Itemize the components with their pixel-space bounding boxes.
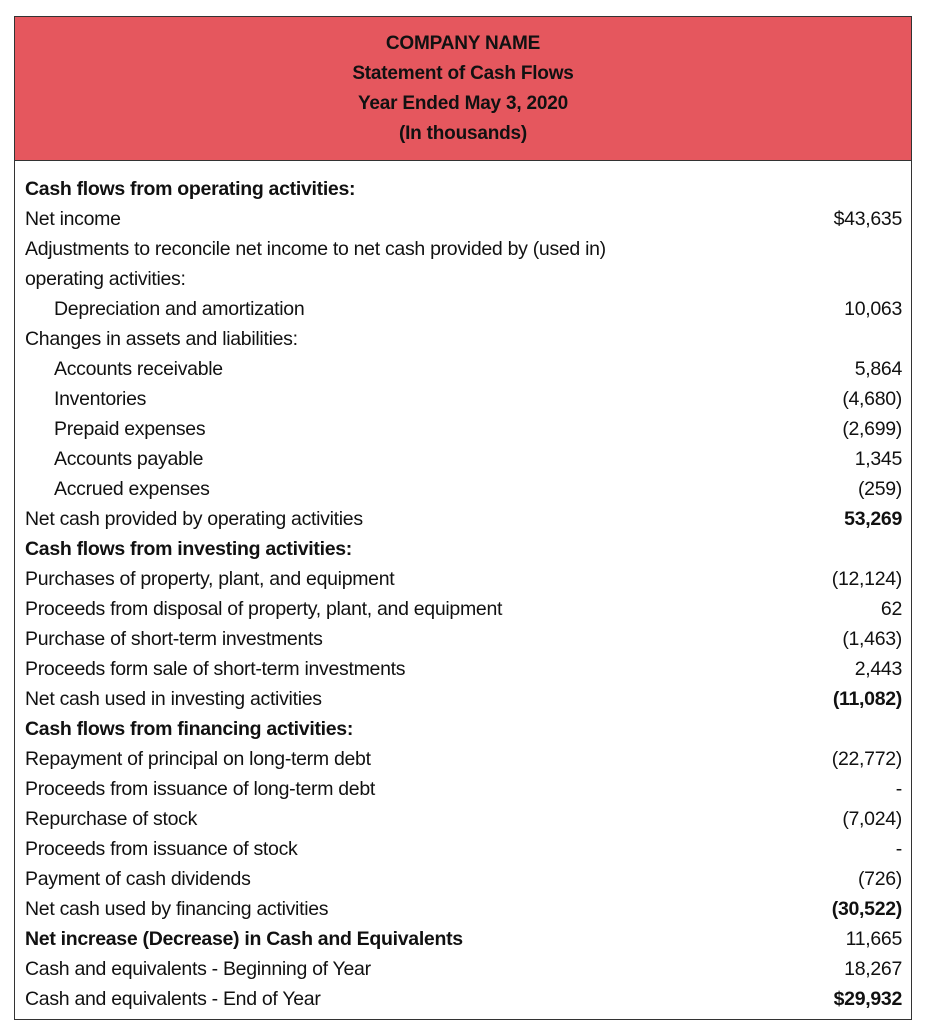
row-label: Repurchase of stock [25, 807, 198, 830]
row-label: Payment of cash dividends [25, 867, 251, 890]
statement-row: Cash flows from investing activities: [15, 534, 911, 564]
row-label: Proceeds from issuance of stock [25, 837, 298, 860]
row-label: Inventories [54, 387, 147, 410]
statement-row: Proceeds from issuance of stock - [15, 834, 911, 864]
row-value: $43,635 [833, 207, 903, 230]
row-label: Changes in assets and liabilities: [25, 327, 298, 350]
statement-row: Net cash provided by operating activitie… [15, 504, 911, 534]
cash-flow-statement: COMPANY NAME Statement of Cash Flows Yea… [14, 16, 912, 1020]
statement-row: operating activities: [15, 264, 911, 294]
statement-row: Accounts payable 1,345 [15, 444, 911, 474]
row-value: 10,063 [844, 297, 902, 320]
row-value: 2,443 [854, 657, 903, 680]
row-value: $29,932 [833, 987, 903, 1010]
statement-row: Changes in assets and liabilities: [15, 324, 911, 354]
statement-row: Inventories (4,680) [15, 384, 911, 414]
row-value: (30,522) [831, 897, 903, 920]
row-value: 11,665 [845, 927, 903, 950]
statement-row: Cash flows from operating activities: [15, 174, 911, 204]
statement-header: COMPANY NAME Statement of Cash Flows Yea… [15, 17, 911, 161]
row-value: (22,772) [831, 747, 903, 770]
row-label: Cash and equivalents - End of Year [25, 987, 321, 1010]
statement-row: Cash flows from financing activities: [15, 714, 911, 744]
row-label: Cash flows from financing activities: [25, 717, 354, 740]
statement-row: Net income $43,635 [15, 204, 911, 234]
row-value: (2,699) [842, 417, 902, 440]
statement-row: Adjustments to reconcile net income to n… [15, 234, 911, 264]
row-label: Net cash used by financing activities [25, 897, 329, 920]
row-label: Accrued expenses [54, 477, 210, 500]
row-value: - [895, 837, 903, 860]
row-label: Purchases of property, plant, and equipm… [25, 567, 395, 590]
row-label: Depreciation and amortization [54, 297, 305, 320]
row-label: Net increase (Decrease) in Cash and Equi… [25, 927, 463, 950]
statement-units: (In thousands) [398, 122, 528, 144]
row-label: Proceeds form sale of short-term investm… [25, 657, 406, 680]
row-label: Net cash provided by operating activitie… [25, 507, 363, 530]
statement-period: Year Ended May 3, 2020 [358, 92, 568, 114]
row-label: Net income [25, 207, 121, 230]
statement-row: Net cash used by financing activities (30… [15, 894, 911, 924]
row-value: (7,024) [842, 807, 902, 830]
statement-row: Cash and equivalents - Beginning of Year… [15, 954, 911, 984]
row-value: (726) [857, 867, 902, 890]
row-value: - [895, 777, 903, 800]
row-label: Accounts payable [54, 447, 204, 470]
row-value: 18,267 [844, 957, 902, 980]
row-value: 62 [880, 597, 902, 620]
row-value: (259) [857, 477, 902, 500]
row-label: Repayment of principal on long-term debt [25, 747, 371, 770]
row-label: Accounts receivable [54, 357, 223, 380]
row-label: Proceeds from disposal of property, plan… [25, 597, 503, 620]
row-value: 53,269 [844, 507, 902, 530]
row-label: Purchase of short-term investments [25, 627, 323, 650]
statement-row: Cash and equivalents - End of Year $29,93… [15, 984, 911, 1014]
row-value: (12,124) [831, 567, 903, 590]
statement-title: Statement of Cash Flows [352, 62, 574, 84]
statement-row: Purchases of property, plant, and equipm… [15, 564, 911, 594]
statement-row: Purchase of short-term investments (1,463… [15, 624, 911, 654]
row-value: 1,345 [854, 447, 903, 470]
statement-row: Prepaid expenses (2,699) [15, 414, 911, 444]
statement-row: Depreciation and amortization 10,063 [15, 294, 911, 324]
row-label: Cash flows from operating activities: [25, 177, 356, 200]
row-value: (4,680) [842, 387, 902, 410]
statement-row: Repayment of principal on long-term debt… [15, 744, 911, 774]
row-value: 5,864 [854, 357, 903, 380]
row-value: (11,082) [832, 687, 902, 710]
statement-row: Accounts receivable 5,864 [15, 354, 911, 384]
statement-row: Net cash used in investing activities (11… [15, 684, 911, 714]
row-label: Cash flows from investing activities: [25, 537, 352, 560]
row-label: Cash and equivalents - Beginning of Year [25, 957, 371, 980]
statement-body: Cash flows from operating activities: Net… [15, 161, 911, 1014]
statement-row: Accrued expenses (259) [15, 474, 911, 504]
statement-row: Payment of cash dividends (726) [15, 864, 911, 894]
row-label: operating activities: [25, 267, 186, 290]
statement-row: Proceeds from issuance of long-term debt… [15, 774, 911, 804]
company-name: COMPANY NAME [385, 32, 541, 54]
statement-row: Proceeds form sale of short-term investm… [15, 654, 911, 684]
statement-row: Repurchase of stock (7,024) [15, 804, 911, 834]
statement-row: Net increase (Decrease) in Cash and Equi… [15, 924, 911, 954]
row-label: Proceeds from issuance of long-term debt [25, 777, 376, 800]
row-label: Prepaid expenses [54, 417, 206, 440]
statement-row: Proceeds from disposal of property, plan… [15, 594, 911, 624]
row-value: (1,463) [842, 627, 902, 650]
row-label: Net cash used in investing activities [25, 687, 322, 710]
row-label: Adjustments to reconcile net income to n… [25, 237, 606, 260]
